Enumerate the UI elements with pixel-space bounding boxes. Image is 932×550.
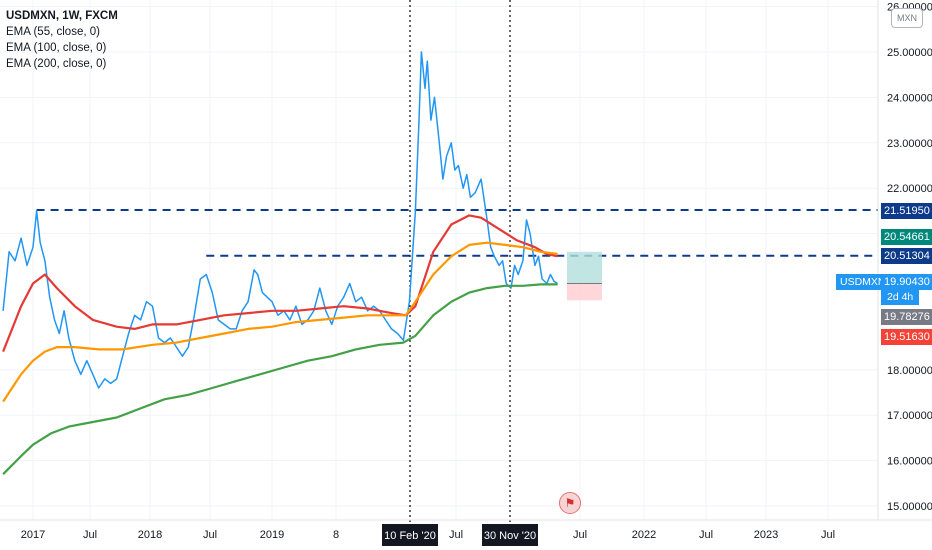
x-tick-label: 2018: [138, 529, 162, 541]
position-box[interactable]: [567, 251, 602, 301]
legend-ema200[interactable]: EMA (200, close, 0): [6, 58, 107, 70]
x-tick-label: Jul: [573, 529, 587, 541]
x-tick-label: 2023: [754, 529, 778, 541]
grid: [0, 0, 878, 520]
time-marker-label-0: 10 Feb '20: [384, 530, 436, 542]
price-tag-level-mid: 20.51304: [881, 248, 932, 264]
y-tick-label: 24.00000: [887, 92, 932, 104]
series-line-1: [2, 214, 558, 353]
y-tick-label: 22.00000: [887, 183, 932, 195]
x-tick-label: Jul: [821, 529, 835, 541]
time-marker-label-1: 30 Nov '20: [484, 530, 536, 542]
symbol-tag: USDMXN: [836, 274, 890, 290]
x-tick-label: Jul: [203, 529, 217, 541]
y-tick-label: 16.00000: [887, 456, 932, 468]
horizontal-levels: [36, 209, 878, 257]
x-tick-label: Jul: [449, 529, 463, 541]
price-tag-last: 19.90430: [881, 274, 932, 290]
legend: USDMXN, 1W, FXCM EMA (55, close, 0) EMA …: [6, 8, 118, 72]
series-line-3: [2, 283, 558, 475]
x-tick-label: 8: [333, 529, 339, 541]
countdown-tag: 2d 4h: [881, 290, 920, 305]
series-line-2: [2, 241, 558, 403]
series-lines: [2, 51, 558, 475]
y-tick-label: 18.00000: [887, 365, 932, 377]
time-marker-bg-1: [482, 524, 538, 546]
price-tag-level-high: 21.51950: [881, 203, 932, 219]
legend-ema100[interactable]: EMA (100, close, 0): [6, 42, 107, 54]
time-marker-bg-0: [382, 524, 438, 546]
legend-ema55[interactable]: EMA (55, close, 0): [6, 26, 100, 38]
legend-title[interactable]: USDMXN, 1W, FXCM: [6, 10, 118, 22]
y-tick-label: 25.00000: [887, 47, 932, 59]
x-tick-label: Jul: [83, 529, 97, 541]
y-tick-label: 15.00000: [887, 501, 932, 513]
stop-zone: [567, 283, 602, 301]
price-tag-ema200: 19.78276: [881, 309, 932, 325]
x-tick-label: Jul: [699, 529, 713, 541]
y-tick-label: 17.00000: [887, 410, 932, 422]
price-tag-ema100: 20.54661: [881, 229, 932, 245]
target-zone: [567, 251, 602, 284]
y-tick-label: 23.00000: [887, 138, 932, 150]
series-line-0: [2, 51, 558, 389]
x-tick-label: 2017: [21, 529, 45, 541]
us-flag-icon[interactable]: ⚑: [559, 492, 581, 514]
vertical-markers: 10 Feb '20 30 Nov '20: [382, 0, 538, 546]
price-tag-stop: 19.51630: [881, 329, 932, 345]
currency-badge[interactable]: MXN: [891, 8, 923, 28]
x-tick-label: 2022: [632, 529, 656, 541]
x-tick-label: 2019: [260, 529, 284, 541]
